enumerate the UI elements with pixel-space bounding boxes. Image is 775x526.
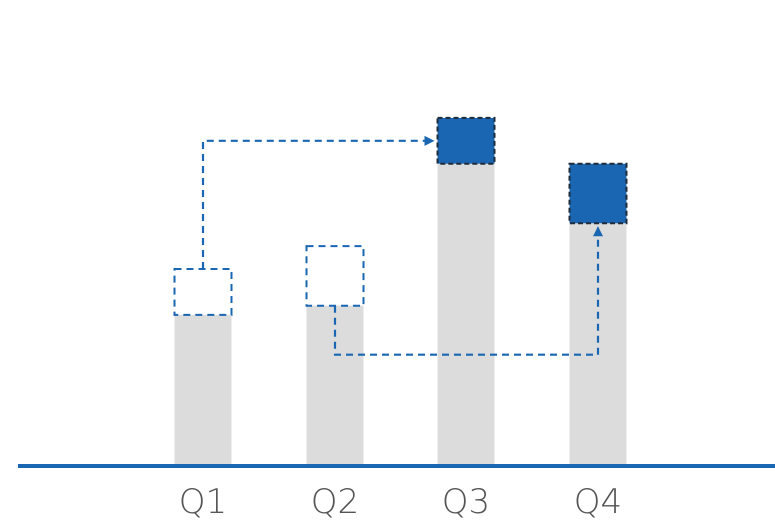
moved-portions-layer [173, 116, 628, 316]
bars-layer [174, 163, 627, 466]
bar-q3 [437, 163, 495, 466]
transfer-arrow-q2-to-q4 [333, 226, 603, 356]
x-tick-label-q2: Q2 [311, 482, 359, 522]
x-tick-label-q1: Q1 [179, 482, 227, 522]
x-tick-label-q3: Q3 [442, 482, 490, 522]
bar-q1 [174, 314, 232, 466]
x-tick-label-q4: Q4 [574, 482, 622, 522]
transfer-arrow-q1-to-q3 [201, 135, 435, 270]
transfer-arrows-layer [201, 135, 603, 356]
moved-target-q4 [568, 162, 628, 225]
moved-target-q3 [436, 116, 496, 165]
moved-source-q2 [305, 245, 365, 307]
x-tick-labels: Q1 Q2 Q3 Q4 [179, 482, 622, 522]
bar-q4 [569, 223, 627, 466]
moved-source-q1 [173, 268, 233, 316]
